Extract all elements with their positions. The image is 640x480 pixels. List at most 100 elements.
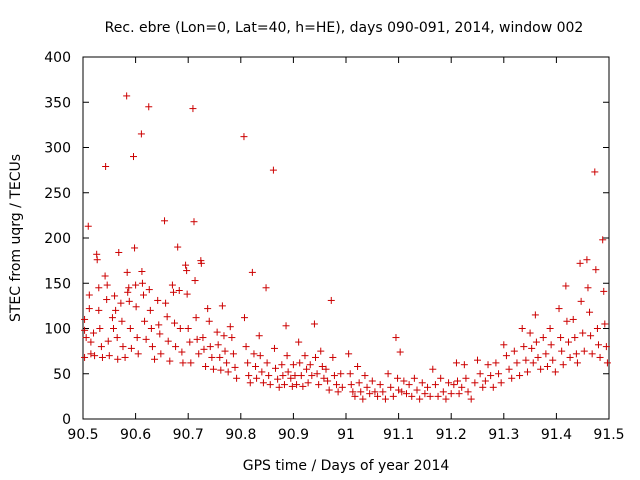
data-point — [187, 359, 195, 367]
data-point — [98, 353, 106, 361]
data-point — [366, 390, 374, 398]
data-point — [81, 315, 89, 323]
data-point — [284, 368, 292, 376]
data-point — [131, 244, 139, 252]
data-point — [118, 317, 126, 325]
data-point — [572, 350, 580, 358]
data-point — [347, 381, 355, 389]
data-point — [308, 372, 316, 380]
y-tick-label: 350 — [44, 95, 71, 111]
data-point — [228, 334, 236, 342]
data-point — [246, 379, 254, 387]
data-point — [529, 359, 537, 367]
data-point — [534, 353, 542, 361]
data-point — [593, 325, 601, 332]
data-point — [526, 329, 534, 337]
data-point — [197, 259, 205, 267]
data-point — [176, 325, 184, 332]
data-point — [599, 236, 607, 244]
y-tick-label: 400 — [44, 50, 71, 66]
data-point — [439, 388, 447, 396]
data-point — [543, 363, 551, 371]
data-point — [562, 282, 570, 290]
data-point — [179, 359, 187, 367]
data-point — [495, 370, 503, 378]
data-point — [124, 288, 132, 296]
data-point — [431, 381, 439, 389]
data-point — [141, 317, 149, 325]
data-point — [337, 370, 345, 378]
data-point — [586, 308, 594, 316]
data-point — [426, 392, 434, 400]
data-point — [202, 363, 210, 371]
data-point — [259, 379, 267, 387]
data-point — [345, 350, 353, 358]
data-point — [216, 353, 224, 361]
x-tick-label: 90.8 — [225, 427, 256, 443]
data-point — [471, 379, 479, 387]
y-axis: 0 50 100 150 200 250 300 350 400 — [44, 50, 609, 428]
data-point — [502, 352, 510, 360]
data-point — [161, 217, 169, 225]
data-point — [355, 379, 363, 387]
data-point — [334, 388, 342, 396]
data-point — [223, 359, 231, 367]
data-point — [580, 347, 588, 355]
data-point — [297, 372, 305, 380]
data-point — [221, 347, 229, 355]
data-point — [218, 302, 226, 310]
data-point — [447, 390, 455, 398]
data-point — [111, 292, 119, 300]
data-point — [389, 392, 397, 400]
data-point — [500, 341, 508, 349]
data-point — [549, 356, 557, 364]
data-point — [487, 372, 495, 380]
y-tick-label: 50 — [53, 367, 71, 383]
data-point — [306, 361, 314, 369]
data-point — [90, 329, 98, 337]
data-point — [410, 374, 418, 382]
data-point — [330, 372, 338, 380]
data-point — [547, 341, 555, 349]
data-point — [108, 314, 116, 322]
data-point — [551, 368, 559, 376]
data-point — [542, 350, 550, 358]
data-point — [381, 395, 389, 403]
data-point — [450, 381, 458, 389]
data-point — [138, 279, 146, 287]
data-point — [87, 350, 95, 358]
y-tick-label: 100 — [44, 322, 71, 338]
data-point — [151, 355, 159, 363]
data-point — [279, 372, 287, 380]
data-point — [437, 374, 445, 382]
data-point — [183, 290, 191, 298]
data-point — [123, 92, 131, 100]
data-point — [537, 365, 545, 373]
data-point — [513, 359, 521, 367]
data-point — [104, 337, 112, 345]
data-point — [274, 375, 282, 383]
data-point — [442, 395, 450, 403]
data-point — [288, 382, 296, 390]
y-tick-label: 250 — [44, 186, 71, 202]
data-point — [318, 363, 326, 371]
data-point — [164, 337, 172, 345]
data-point — [571, 334, 579, 342]
data-point — [224, 368, 232, 376]
data-point — [156, 330, 164, 338]
data-point — [157, 350, 165, 358]
data-point — [126, 325, 134, 332]
data-point — [400, 377, 408, 385]
data-point — [363, 383, 371, 391]
data-point — [229, 350, 237, 358]
data-point — [384, 370, 392, 378]
data-point — [557, 334, 565, 342]
data-point — [376, 381, 384, 389]
data-point — [182, 261, 190, 269]
data-point — [226, 323, 234, 331]
data-point — [346, 370, 354, 378]
data-point — [592, 266, 600, 274]
data-point — [168, 281, 176, 289]
x-axis: 90.5 90.6 90.7 90.8 90.9 91 91.1 91.2 91.3 91.4 91… — [67, 57, 625, 443]
